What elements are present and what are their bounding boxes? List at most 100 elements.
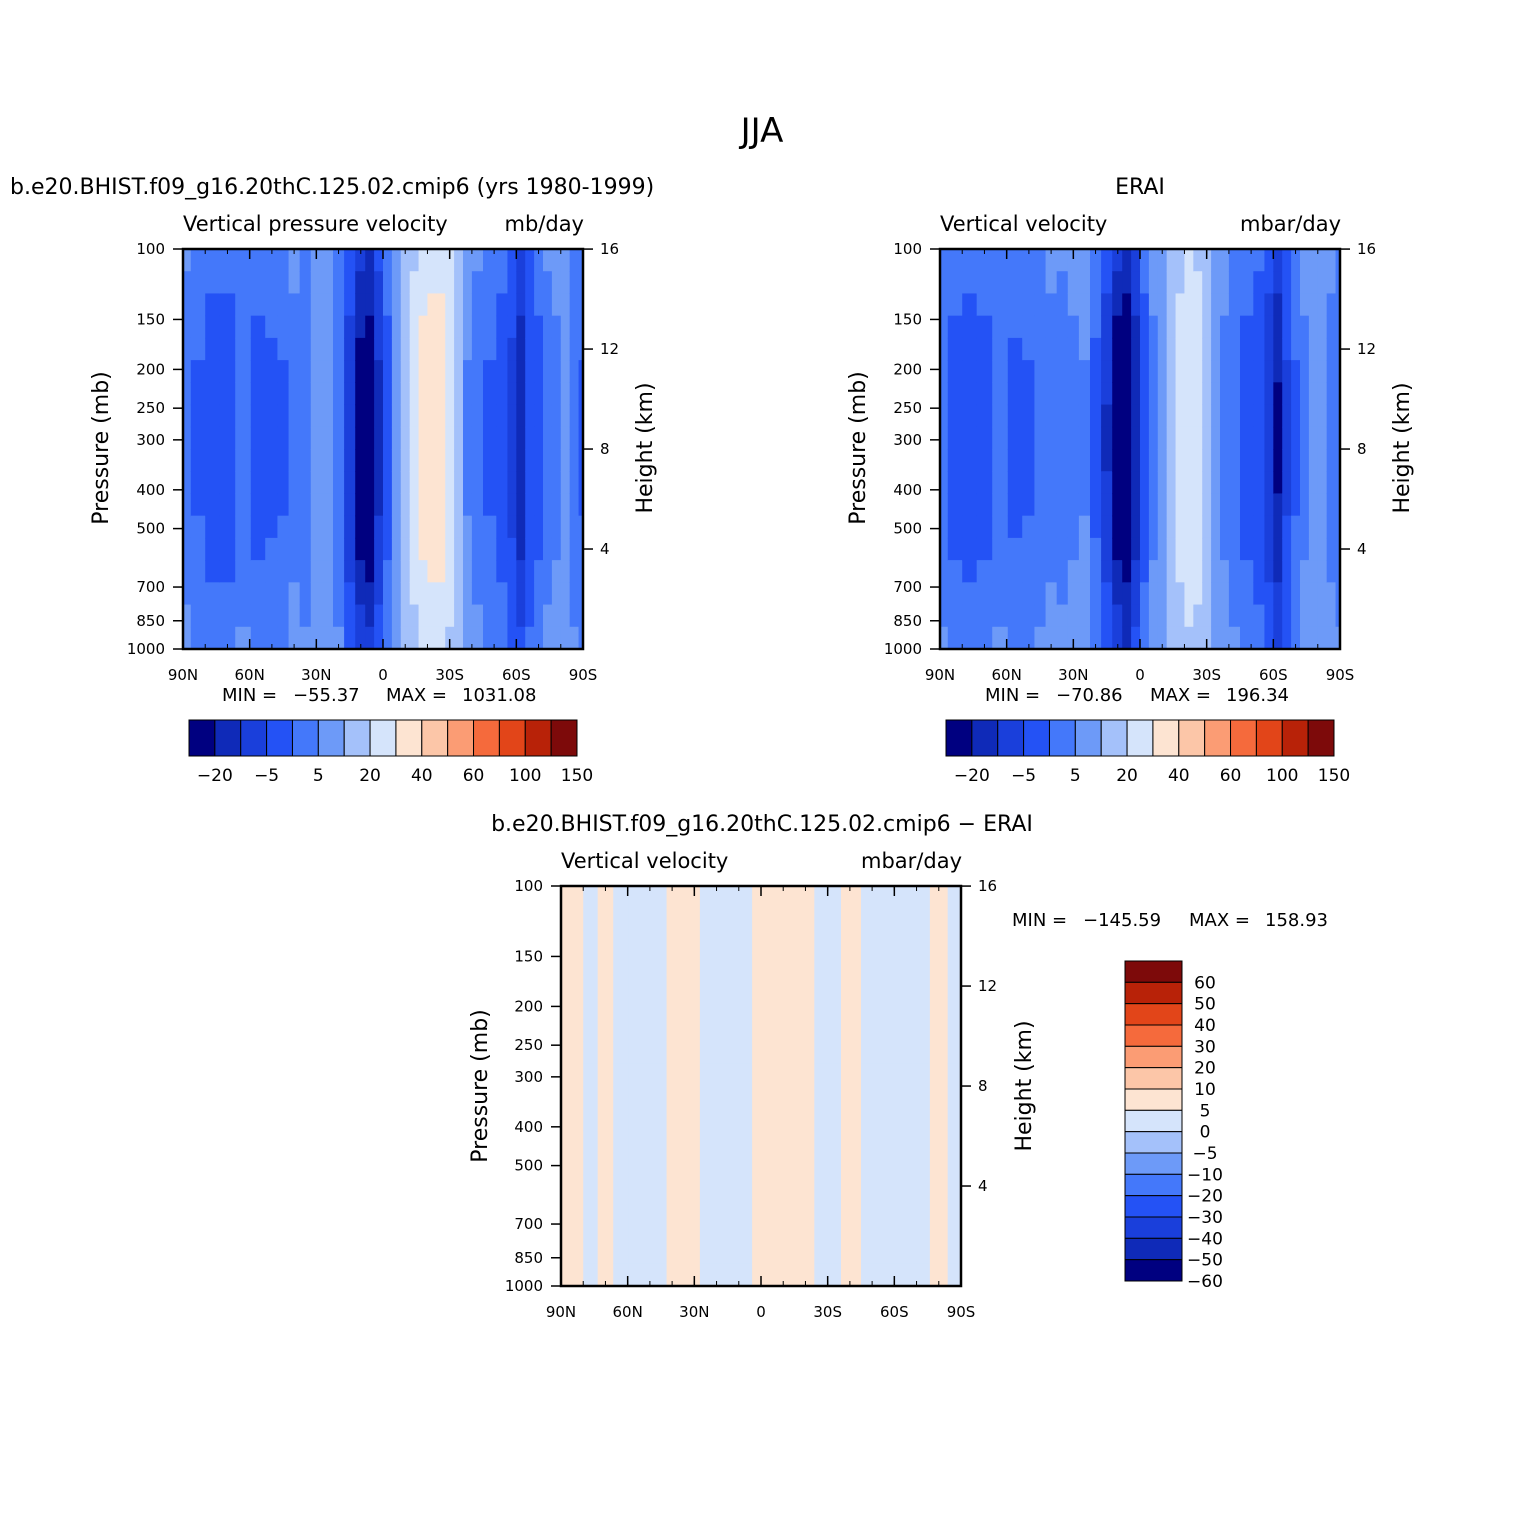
panel-diff-cell <box>722 1019 734 1043</box>
panel-diff-cell <box>861 1019 875 1043</box>
panel-diff-cell <box>832 1197 842 1220</box>
panel-diff-cell <box>787 908 798 932</box>
panel-model-cell <box>436 426 446 450</box>
panel-diff-cell <box>666 997 679 1020</box>
panel-model-cell <box>333 404 345 428</box>
panel-diff-cell <box>583 974 599 998</box>
panel-model-cell <box>551 337 562 361</box>
panel-diff-cell <box>583 1041 599 1065</box>
panel-model-cell <box>578 426 583 450</box>
panel-model-cell <box>496 271 509 295</box>
panel-erai-cell <box>1202 537 1212 561</box>
panel-diff-cell <box>699 930 712 954</box>
panel-erai-cell <box>962 626 978 649</box>
panel-diff-cell <box>743 1063 753 1087</box>
panel-model-cell <box>183 426 192 450</box>
panel-model-cell <box>496 293 509 317</box>
panel-diff-cell <box>885 908 895 932</box>
panel-model-cell <box>525 493 535 517</box>
panel-diff-cell <box>677 1086 690 1109</box>
panel-erai-cell <box>1300 449 1310 472</box>
panel-erai-cell <box>1007 426 1023 450</box>
panel-erai-cell <box>947 337 963 361</box>
panel-erai-cell <box>1131 271 1141 295</box>
panel-model-cell <box>436 515 446 539</box>
panel-model-cell <box>365 249 375 272</box>
panel-erai-colorbar-box <box>1230 719 1257 757</box>
panel-diff-ytick-label: 150 <box>514 947 543 965</box>
panel-model-cell <box>507 315 517 339</box>
panel-model-cell <box>534 337 544 361</box>
panel-diff-cell <box>643 908 657 932</box>
panel-diff-cell <box>722 1108 734 1132</box>
panel-erai-cell <box>1264 404 1274 428</box>
panel-model-ytick-label: 150 <box>136 310 165 328</box>
panel-diff-cell <box>597 1197 614 1220</box>
panel-erai-cell <box>1335 471 1340 495</box>
panel-model-cell <box>288 582 301 606</box>
panel-erai-cell <box>1148 315 1159 339</box>
panel-diff-cell <box>861 908 875 932</box>
panel-diff-colorbar-box <box>1124 1003 1183 1026</box>
panel-diff-cell <box>769 1086 780 1109</box>
panel-erai-cell <box>1228 293 1241 317</box>
panel-model-cell <box>471 449 484 472</box>
panel-erai-cell <box>1240 360 1254 383</box>
panel-erai-cell <box>1175 515 1186 539</box>
panel-diff-cell <box>849 1063 862 1087</box>
panel-erai-cell <box>976 337 993 361</box>
panel-model-cell <box>344 449 356 472</box>
panel-diff-cell <box>733 1086 744 1109</box>
panel-model-ytick-label: 500 <box>136 520 165 538</box>
panel-model-cell <box>219 560 236 583</box>
panel-model-cell <box>560 271 571 295</box>
panel-erai-cell <box>1300 271 1310 295</box>
panel-erai-cell <box>1202 293 1212 317</box>
panel-erai-cell <box>1291 337 1301 361</box>
panel-diff-cell <box>761 1241 771 1265</box>
panel-diff-cell <box>912 997 922 1020</box>
panel-diff-cell <box>841 952 851 976</box>
panel-model-cell <box>534 493 544 517</box>
panel-diff-cell <box>938 1086 949 1109</box>
panel-diff-cell <box>613 1219 630 1243</box>
panel-model-cell <box>418 537 429 561</box>
panel-diff-cell <box>769 1219 780 1243</box>
panel-erai-cell <box>1282 337 1292 361</box>
panel-model-cell <box>205 515 221 539</box>
panel-diff-cell <box>849 908 862 932</box>
panel-diff-cell <box>561 1108 570 1132</box>
panel-model-cell <box>483 449 497 472</box>
panel-erai-cell <box>976 493 993 517</box>
panel-model-cell <box>391 315 402 339</box>
panel-model-cell <box>560 315 571 339</box>
panel-erai-cell <box>1326 337 1337 361</box>
panel-diff-cell <box>929 1263 940 1286</box>
panel-model-cell <box>299 471 312 495</box>
panel-diff-cell <box>903 1019 913 1043</box>
panel-model-cell <box>321 404 334 428</box>
panel-diff-cell <box>805 1241 815 1265</box>
panel-model-cell <box>454 337 464 361</box>
panel-erai-cell <box>1067 604 1080 628</box>
panel-diff-colorbar-box <box>1124 1237 1183 1261</box>
panel-erai-cell <box>1090 337 1102 361</box>
panel-diff-cell <box>752 1174 762 1198</box>
panel-erai-cell <box>1211 626 1221 649</box>
panel-diff-cell <box>561 1063 570 1087</box>
panel-model-cell <box>507 360 517 383</box>
panel-erai-cell <box>1211 293 1221 317</box>
panel-model-cell <box>483 426 497 450</box>
panel-model-cell <box>344 537 356 561</box>
panel-erai-cell <box>992 271 1009 295</box>
panel-erai-cell <box>1067 560 1080 583</box>
panel-model-cell <box>578 337 583 361</box>
panel-erai-cell <box>1308 404 1319 428</box>
panel-model-cell <box>219 537 236 561</box>
panel-diff-cell <box>787 1041 798 1065</box>
panel-model-cell <box>463 404 473 428</box>
panel-erai-cell <box>1300 293 1310 317</box>
panel-model-cell <box>333 426 345 450</box>
panel-model-cell <box>427 337 437 361</box>
panel-erai-cell <box>1273 271 1283 295</box>
